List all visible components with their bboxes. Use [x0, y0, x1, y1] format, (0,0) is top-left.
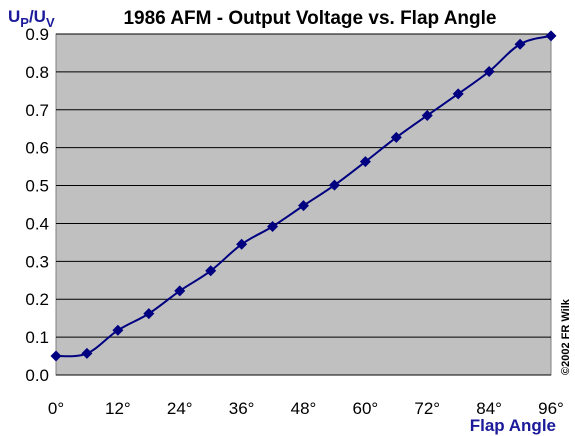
y-tick-label: 0.5 [25, 177, 49, 196]
y-tick-label: 0.6 [25, 139, 49, 158]
data-point [50, 350, 62, 362]
y-tick-label: 0.4 [25, 214, 49, 233]
x-tick-label: 36° [229, 399, 255, 418]
data-point [359, 156, 371, 168]
x-tick-label: 96° [538, 399, 564, 418]
y-axis-label-main: U [8, 7, 20, 26]
data-point [514, 38, 526, 50]
x-tick-label: 12° [105, 399, 131, 418]
x-tick-label: 72° [414, 399, 440, 418]
data-point [267, 220, 279, 232]
chart-title: 1986 AFM - Output Voltage vs. Flap Angle [123, 8, 496, 29]
gridlines [56, 33, 551, 376]
y-tick-label: 0.9 [25, 25, 49, 44]
data-point [205, 265, 217, 277]
data-point [81, 347, 93, 359]
x-tick-label: 60° [353, 399, 379, 418]
x-tick-label: 48° [291, 399, 317, 418]
x-tick-label: 84° [476, 399, 502, 418]
data-point [421, 109, 433, 121]
y-tick-label: 0.0 [25, 366, 49, 385]
x-axis-ticks: 0° 12° 24° 36° 48° 60° 72° 84° 96° [48, 399, 564, 418]
x-tick-label: 0° [48, 399, 64, 418]
data-point [112, 324, 124, 336]
y-tick-label: 0.3 [25, 252, 49, 271]
y-axis-label: UP/UV [8, 7, 55, 30]
data-point [328, 179, 340, 191]
copyright-note: ©2002 FR Wilk [560, 298, 572, 375]
data-point [236, 238, 248, 250]
y-axis-label-sep: /U [29, 7, 46, 26]
data-point [390, 131, 402, 143]
data-point [174, 285, 186, 297]
x-tick-label: 24° [167, 399, 193, 418]
y-tick-label: 0.1 [25, 328, 49, 347]
y-axis-label-sub-v: V [46, 15, 55, 30]
y-tick-label: 0.7 [25, 101, 49, 120]
x-axis-label: Flap Angle [470, 416, 556, 435]
data-point [143, 308, 155, 320]
data-point [298, 200, 309, 212]
y-tick-label: 0.8 [25, 63, 49, 82]
data-point [545, 30, 557, 42]
data-markers [50, 30, 557, 362]
y-tick-label: 0.2 [25, 290, 49, 309]
data-point [452, 88, 464, 100]
y-axis-label-sub-p: P [20, 15, 29, 30]
data-point [483, 66, 495, 78]
y-axis-ticks: 0.0 0.1 0.2 0.3 0.4 0.5 0.6 0.7 0.8 0.9 [25, 25, 49, 385]
